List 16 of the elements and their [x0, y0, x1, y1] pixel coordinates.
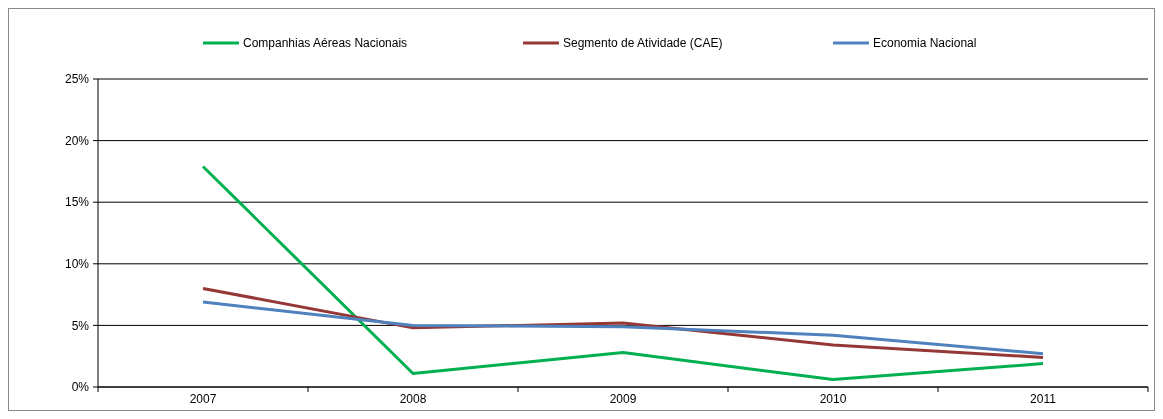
legend-label: Companhias Aéreas Nacionais [243, 36, 408, 51]
line-series [201, 300, 1045, 356]
y-tick-label: 5% [71, 318, 90, 333]
line-series [201, 164, 1045, 382]
y-tick-label: 15% [64, 195, 90, 210]
x-tick-label: 2007 [189, 392, 217, 406]
x-tick-label: 2010 [819, 392, 847, 406]
y-tick-label: 0% [71, 380, 90, 395]
y-tick-label: 25% [64, 72, 90, 87]
x-tick-label: 2009 [609, 392, 637, 406]
x-tick-label: 2011 [1030, 392, 1057, 406]
legend-label: Economia Nacional [873, 36, 977, 51]
y-tick-label: 10% [64, 257, 90, 271]
y-tick-label: 20% [64, 133, 90, 148]
legend-label: Segmento de Atividade (CAE) [563, 36, 723, 51]
x-tick-label: 2008 [399, 392, 427, 406]
